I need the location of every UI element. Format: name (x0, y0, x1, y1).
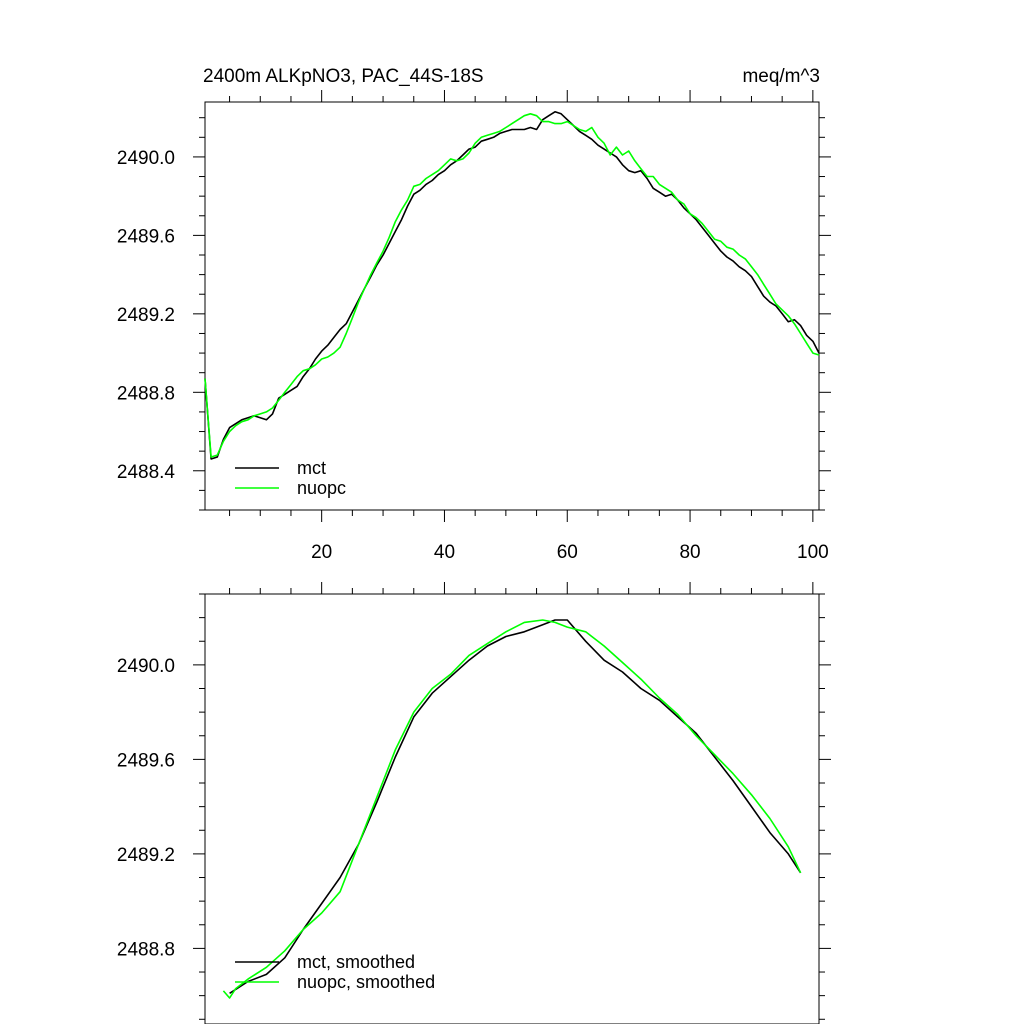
y-tick-label: 2488.8 (117, 939, 175, 960)
legend-label: nuopc (297, 478, 346, 498)
y-tick-label: 2488.8 (117, 383, 175, 404)
top-axis-ticks: 2488.4 2488.8 2489.2 2489.6 2490.0 20 40 60 80 10… (117, 90, 831, 563)
series-line-1 (222, 619, 802, 999)
x-tick-label: 100 (797, 542, 829, 563)
y-tick-label: 2490.0 (117, 148, 175, 169)
legend-label: mct, smoothed (297, 952, 415, 972)
y-tick-label: 2489.6 (117, 226, 175, 247)
x-tick-label: 20 (311, 542, 332, 563)
chart-title: 2400m ALKpNO3, PAC_44S-18S (203, 66, 484, 87)
chart-units: meq/m^3 (742, 66, 820, 87)
x-tick-label: 40 (434, 542, 455, 563)
bottom-series (222, 619, 802, 999)
top-panel: 2400m ALKpNO3, PAC_44S-18S meq/m^3 2488.… (117, 66, 831, 563)
y-tick-label: 2488.4 (117, 462, 176, 483)
bottom-axis-ticks: 2488.8 2489.2 2489.6 2490.0 (117, 582, 831, 1020)
bottom-panel: 2488.8 2489.2 2489.6 2490.0 mct, smoothednu… (117, 582, 831, 1024)
top-series (204, 111, 820, 460)
top-plot-frame (204, 101, 820, 511)
legend-label: mct (297, 458, 326, 478)
x-tick-label: 60 (557, 542, 578, 563)
series-line-0 (204, 111, 820, 460)
series-line-0 (229, 619, 802, 994)
y-tick-label: 2489.2 (117, 845, 175, 866)
y-tick-label: 2489.6 (117, 750, 175, 771)
series-line-1 (204, 113, 820, 458)
x-tick-label: 80 (679, 542, 700, 563)
legend-label: nuopc, smoothed (297, 972, 435, 992)
y-tick-label: 2489.2 (117, 305, 175, 326)
y-tick-label: 2490.0 (117, 656, 175, 677)
bottom-plot-frame (204, 593, 820, 1024)
